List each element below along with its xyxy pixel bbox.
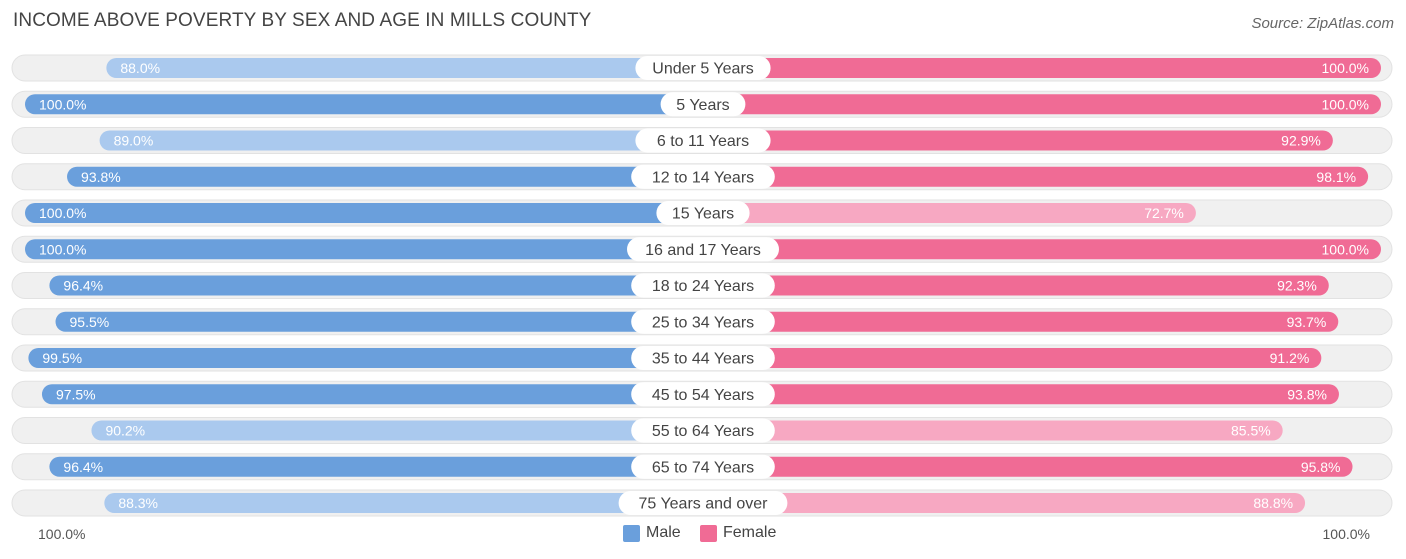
female-value-label: 91.2% <box>1270 350 1310 366</box>
right-axis-label: 100.0% <box>1322 526 1370 542</box>
male-bar <box>106 58 704 78</box>
legend-female-label: Female <box>723 524 777 541</box>
category-label: 65 to 74 Years <box>652 459 754 476</box>
female-bar <box>703 420 1283 441</box>
male-bar <box>55 311 703 332</box>
male-bar <box>28 348 703 368</box>
female-bar <box>703 130 1333 151</box>
category-label: 6 to 11 Years <box>657 133 749 150</box>
female-value-label: 93.8% <box>1287 386 1327 402</box>
category-label: 45 to 54 Years <box>652 387 754 404</box>
female-bar <box>703 348 1322 368</box>
category-pill <box>627 237 779 262</box>
category-label: 55 to 64 Years <box>652 423 754 440</box>
female-value-label: 100.0% <box>1322 96 1369 112</box>
category-pill <box>635 128 771 153</box>
female-value-label: 92.9% <box>1281 133 1321 149</box>
category-pill <box>631 418 775 443</box>
female-bar <box>703 58 1381 78</box>
category-pill <box>631 454 775 479</box>
category-pill <box>656 201 750 225</box>
category-label: 25 to 34 Years <box>652 314 754 331</box>
category-label: 18 to 24 Years <box>652 278 754 295</box>
category-label: 16 and 17 Years <box>645 242 761 259</box>
female-swatch <box>700 524 717 542</box>
male-bar <box>49 456 703 477</box>
category-pill <box>631 273 775 298</box>
category-label: 15 Years <box>672 206 734 223</box>
male-value-label: 88.0% <box>120 60 160 76</box>
category-pill <box>631 309 775 334</box>
category-pill <box>635 56 771 80</box>
female-bar <box>703 456 1353 477</box>
male-bar <box>25 203 703 223</box>
chart-title: INCOME ABOVE POVERTY BY SEX AND AGE IN M… <box>13 10 592 31</box>
category-pill <box>618 491 788 515</box>
female-value-label: 98.1% <box>1316 169 1356 185</box>
male-bar <box>25 239 703 260</box>
male-value-label: 97.5% <box>56 386 96 402</box>
male-value-label: 88.3% <box>118 495 158 511</box>
category-label: 12 to 14 Years <box>652 169 754 186</box>
female-value-label: 85.5% <box>1231 423 1271 439</box>
male-swatch <box>623 524 640 542</box>
legend-male-label: Male <box>646 524 681 541</box>
female-value-label: 72.7% <box>1144 205 1184 221</box>
left-axis-label: 100.0% <box>38 526 86 542</box>
category-label: 35 to 44 Years <box>652 351 754 368</box>
category-pill <box>631 164 775 189</box>
male-bar <box>49 275 703 296</box>
male-value-label: 89.0% <box>114 133 154 149</box>
category-label: 75 Years and over <box>639 496 769 513</box>
category-pill <box>631 382 775 407</box>
female-bar <box>703 94 1381 115</box>
male-value-label: 100.0% <box>39 205 86 221</box>
legend-male: Male <box>623 524 681 542</box>
category-pill <box>631 346 775 370</box>
category-pill <box>660 92 746 117</box>
male-value-label: 99.5% <box>42 350 82 366</box>
legend: Male Female <box>0 524 1406 546</box>
female-bar <box>703 493 1306 513</box>
male-bar <box>67 166 703 187</box>
male-value-label: 96.4% <box>63 459 103 475</box>
female-value-label: 93.7% <box>1287 314 1327 330</box>
male-bar <box>91 420 704 441</box>
legend-female: Female <box>700 524 776 542</box>
female-value-label: 88.8% <box>1253 495 1293 511</box>
female-value-label: 95.8% <box>1301 459 1341 475</box>
male-bar <box>41 384 703 405</box>
female-bar <box>703 166 1369 187</box>
female-bar <box>703 239 1381 260</box>
female-bar <box>703 311 1339 332</box>
male-value-label: 95.5% <box>70 314 110 330</box>
female-bar <box>703 203 1196 223</box>
female-bar <box>703 384 1339 405</box>
diverging-bar-chart: 88.0% 100.0% Under 5 Years 100.0% 100.0% 5 Ye… <box>11 54 1393 517</box>
female-value-label: 100.0% <box>1322 241 1369 257</box>
source-credit: Source: ZipAtlas.com <box>1251 15 1394 32</box>
male-bar <box>104 493 704 513</box>
male-value-label: 96.4% <box>63 278 103 294</box>
male-value-label: 90.2% <box>105 423 145 439</box>
female-value-label: 92.3% <box>1277 278 1317 294</box>
male-value-label: 100.0% <box>39 241 86 257</box>
female-bar <box>703 275 1329 296</box>
male-bar <box>25 94 703 115</box>
male-bar <box>99 130 703 151</box>
male-value-label: 93.8% <box>81 169 121 185</box>
male-value-label: 100.0% <box>39 96 86 112</box>
category-label: Under 5 Years <box>652 61 753 78</box>
female-value-label: 100.0% <box>1322 60 1369 76</box>
category-label: 5 Years <box>676 97 729 114</box>
